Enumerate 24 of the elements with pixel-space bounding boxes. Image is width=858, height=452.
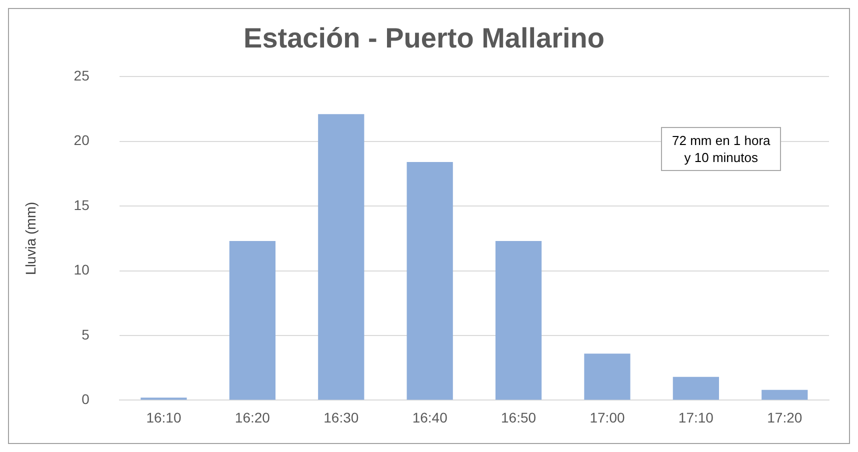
- x-tick-label: 17:00: [590, 409, 625, 426]
- bar: [406, 162, 453, 400]
- bar: [762, 390, 808, 400]
- x-tick-label: 17:10: [678, 409, 714, 426]
- bar: [229, 240, 276, 400]
- bar: [318, 114, 364, 400]
- bar: [584, 354, 630, 400]
- x-tick-label: 16:10: [146, 409, 182, 426]
- x-tick-label: 16:30: [324, 409, 359, 426]
- x-tick-label: 17:20: [767, 409, 802, 426]
- x-tick-label: 16:40: [412, 409, 448, 426]
- x-tick-label: 16:50: [501, 409, 536, 426]
- x-tick-label: 16:20: [234, 409, 270, 426]
- annotation: 72 mm en 1 hora y 10 minutos: [661, 127, 782, 171]
- y-tick-label: 15: [74, 196, 90, 213]
- y-tick-label: 0: [82, 391, 90, 408]
- bar: [495, 240, 542, 400]
- y-tick-label: 25: [74, 67, 90, 84]
- y-tick-label: 5: [82, 326, 90, 342]
- bar: [672, 376, 720, 400]
- y-tick-label: 20: [74, 132, 90, 148]
- y-tick-label: 10: [74, 262, 90, 278]
- chart-title: Estación - Puerto Mallarino: [244, 22, 604, 54]
- y-axis-title: Lluvia (mm): [22, 202, 38, 275]
